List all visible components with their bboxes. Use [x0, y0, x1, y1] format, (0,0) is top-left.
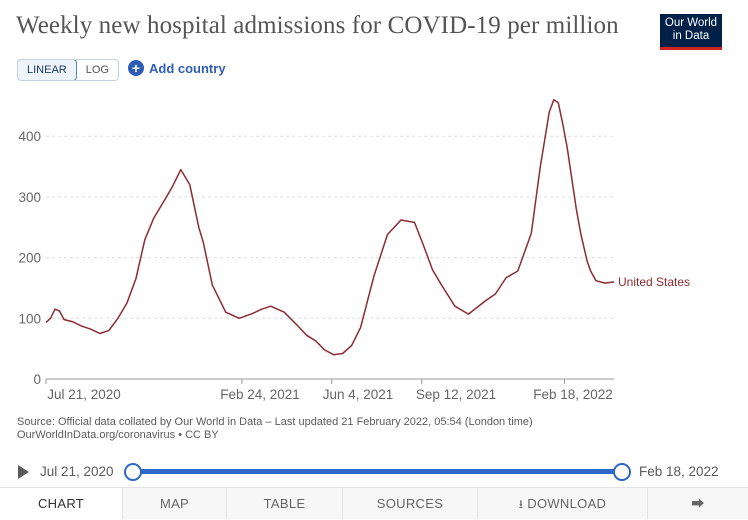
tab-download-label: DOWNLOAD	[527, 496, 607, 511]
tab-download[interactable]: ⭳ DOWNLOAD	[478, 488, 648, 519]
y-tick-label: 0	[33, 372, 41, 387]
x-tick-label: Feb 18, 2022	[533, 387, 613, 402]
timeline-track[interactable]	[131, 469, 622, 474]
series-label: United States	[618, 275, 690, 289]
tab-bar: CHART MAP TABLE SOURCES ⭳ DOWNLOAD ⮕	[0, 487, 748, 519]
plus-circle-icon: +	[128, 60, 144, 76]
timeline-end-handle[interactable]	[613, 463, 631, 481]
series-line-united-states	[45, 99, 615, 356]
y-tick-label: 100	[18, 311, 41, 326]
tab-table[interactable]: TABLE	[227, 488, 343, 519]
x-tick-label: Feb 24, 2021	[220, 387, 300, 402]
x-axis: Jul 21, 2020 Feb 24, 2021 Jun 4, 2021 Sep 1…	[45, 378, 614, 402]
source-line-1: Source: Official data collated by Our Wo…	[17, 416, 533, 428]
source-note: Source: Official data collated by Our Wo…	[17, 416, 533, 442]
timeline-start-label: Jul 21, 2020	[40, 464, 114, 479]
x-tick-label: Jun 4, 2021	[323, 387, 394, 402]
logo-line-1: Our World	[664, 17, 718, 29]
gridlines	[46, 135, 614, 319]
x-tick-label: Sep 12, 2021	[416, 387, 496, 402]
timeline: Jul 21, 2020 Feb 18, 2022	[0, 460, 748, 484]
share-icon: ⮕	[691, 496, 705, 511]
x-tick-label: Jul 21, 2020	[47, 387, 121, 402]
y-tick-label: 300	[18, 190, 41, 205]
y-axis-ticks: 0 100 200 300 400	[18, 129, 41, 387]
source-line-2[interactable]: OurWorldInData.org/coronavirus • CC BY	[17, 429, 219, 441]
series-group: United States	[45, 99, 690, 356]
add-country-label: Add country	[149, 60, 226, 76]
y-tick-label: 400	[18, 129, 41, 144]
timeline-start-handle[interactable]	[124, 463, 142, 481]
y-tick-label: 200	[18, 251, 41, 266]
add-country-button[interactable]: + Add country	[128, 59, 226, 77]
tab-sources[interactable]: SOURCES	[343, 488, 478, 519]
logo-line-2: in Data	[672, 30, 710, 42]
tab-map[interactable]: MAP	[123, 488, 227, 519]
log-scale-button[interactable]: LOG	[85, 64, 109, 76]
timeline-end-label: Feb 18, 2022	[639, 464, 719, 479]
share-button[interactable]: ⮕	[648, 488, 748, 519]
page-title: Weekly new hospital admissions for COVID…	[16, 12, 619, 39]
download-icon: ⭳	[518, 497, 524, 511]
linear-scale-button[interactable]: LINEAR	[17, 60, 77, 80]
tab-chart[interactable]: CHART	[0, 487, 123, 519]
scale-toggle: LINEAR LOG	[17, 59, 119, 81]
owid-logo[interactable]: Our World in Data	[660, 14, 722, 50]
play-icon[interactable]	[18, 465, 29, 479]
